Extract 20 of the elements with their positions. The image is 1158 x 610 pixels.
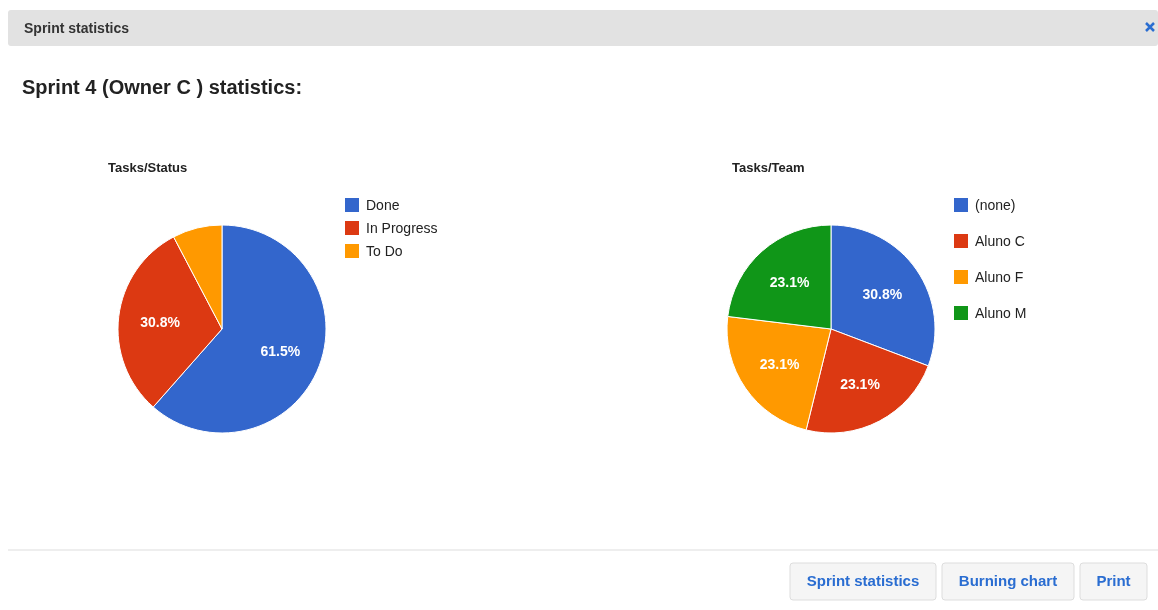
text: Print: [1096, 572, 1131, 589]
legend-label: Aluno F: [975, 269, 1024, 285]
data-label: 30.8%: [862, 285, 903, 302]
legend-label: Aluno C: [975, 233, 1025, 249]
chart-title: Tasks/Team: [732, 160, 805, 175]
text: Burning chart: [958, 572, 1058, 589]
data-label: 61.5%: [260, 343, 301, 360]
text: Sprint 4 (Owner C ) statistics:: [22, 76, 303, 98]
legend-label: Done: [366, 197, 400, 213]
chart-title: Tasks/Status: [108, 160, 188, 175]
legend-label: (none): [975, 197, 1016, 213]
data-label: 23.1%: [840, 376, 881, 393]
text: Sprint statistics: [24, 20, 130, 36]
data-label: 30.8%: [140, 313, 181, 330]
legend-label: To Do: [366, 243, 403, 259]
text: Sprint statistics: [806, 572, 920, 589]
legend-label: In Progress: [366, 220, 438, 236]
data-label: 23.1%: [759, 356, 801, 373]
data-label: 23.1%: [769, 274, 811, 291]
legend-label: Aluno M: [975, 305, 1027, 321]
